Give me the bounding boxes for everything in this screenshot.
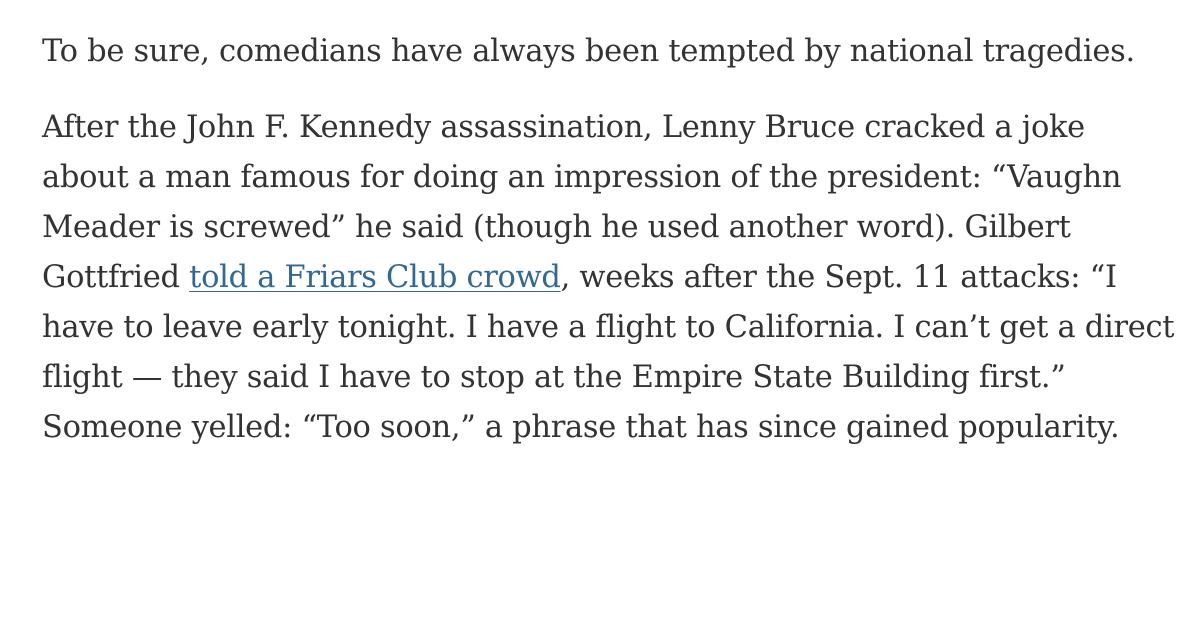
paragraph-1-text: To be sure, comedians have always been t…	[42, 34, 1135, 69]
paragraph-too-soon: After the John F. Kennedy assassination,…	[42, 103, 1177, 453]
friars-club-link[interactable]: told a Friars Club crowd	[189, 260, 561, 295]
article-body: To be sure, comedians have always been t…	[42, 27, 1177, 453]
paragraph-2-text-end: , weeks after the Sept. 11 attacks: “I h…	[42, 260, 1175, 445]
paragraph-2-text-start: After the John F. Kennedy assassination,…	[42, 110, 1122, 295]
paragraph-comedians-tragedies: To be sure, comedians have always been t…	[42, 27, 1177, 77]
